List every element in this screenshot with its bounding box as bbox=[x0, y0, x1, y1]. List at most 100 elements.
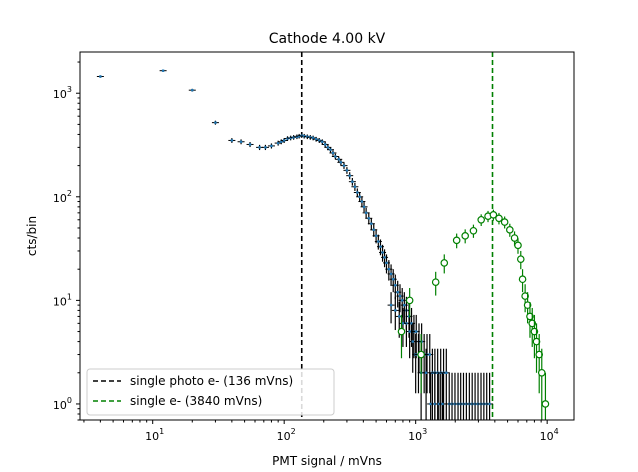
data-point-electron bbox=[405, 296, 414, 305]
data-point-electron bbox=[500, 218, 509, 226]
data-point-photo bbox=[353, 185, 357, 188]
series-electron bbox=[397, 209, 550, 420]
y-tick-label: 100 bbox=[53, 396, 72, 412]
data-point-photo bbox=[398, 315, 401, 318]
data-point-photo bbox=[337, 158, 340, 161]
legend: single photo e- (136 mVns) single e- (38… bbox=[86, 368, 335, 416]
data-point-electron bbox=[535, 350, 544, 359]
chart-title: Cathode 4.00 kV bbox=[269, 31, 386, 47]
data-point-photo bbox=[411, 340, 414, 343]
data-point-photo bbox=[230, 139, 234, 142]
data-point-photo bbox=[394, 309, 397, 312]
data-point-photo bbox=[161, 69, 165, 72]
data-point-photo bbox=[314, 137, 318, 141]
y-tick-label: 102 bbox=[53, 189, 72, 205]
data-point-photo bbox=[339, 161, 343, 164]
data-point-electron bbox=[541, 400, 550, 408]
data-point-photo bbox=[360, 200, 364, 203]
legend-box bbox=[86, 368, 335, 416]
data-point-photo bbox=[303, 134, 306, 138]
data-point-photo bbox=[270, 144, 273, 148]
data-point-photo bbox=[383, 256, 386, 259]
data-point-photo bbox=[329, 148, 332, 151]
legend-label-electron: single e- (3840 mVns) bbox=[130, 394, 262, 408]
tick-layer: 101 102 103 104 100 101 102 103 bbox=[53, 61, 559, 443]
data-point-photo bbox=[424, 371, 428, 374]
x-tick-label: 102 bbox=[277, 427, 296, 443]
data-point-photo bbox=[292, 136, 295, 139]
data-point-electron bbox=[537, 368, 546, 377]
data-point-photo bbox=[264, 146, 267, 149]
data-point-photo bbox=[286, 137, 289, 140]
data-point-photo bbox=[394, 284, 397, 287]
data-point-photo bbox=[321, 140, 324, 143]
data-point-photo bbox=[326, 146, 330, 149]
data-point-photo bbox=[441, 402, 444, 406]
data-point-photo bbox=[415, 330, 418, 333]
data-point-electron bbox=[469, 226, 478, 235]
data-point-electron bbox=[514, 241, 522, 250]
data-point-photo bbox=[356, 191, 359, 194]
data-point-photo bbox=[351, 180, 354, 183]
data-point-photo bbox=[311, 136, 315, 140]
data-point-electron bbox=[417, 350, 425, 359]
data-point-photo bbox=[429, 402, 432, 406]
data-point-photo bbox=[398, 294, 402, 298]
data-point-photo bbox=[377, 240, 380, 243]
data-point-photo bbox=[379, 245, 382, 248]
data-point-electron bbox=[523, 301, 532, 309]
data-point-photo bbox=[214, 121, 217, 124]
data-point-photo bbox=[276, 141, 280, 145]
data-point-photo bbox=[387, 267, 391, 271]
data-point-photo bbox=[248, 143, 252, 146]
data-point-electron bbox=[477, 215, 485, 224]
data-point-photo bbox=[289, 136, 292, 140]
data-point-electron bbox=[440, 259, 449, 267]
data-point-photo bbox=[282, 139, 286, 142]
data-point-photo bbox=[300, 134, 303, 137]
data-point-electron bbox=[397, 327, 406, 336]
x-tick-label: 104 bbox=[540, 427, 559, 443]
data-point-photo bbox=[392, 278, 395, 281]
x-axis-label: PMT signal / mVns bbox=[272, 454, 382, 468]
data-point-electron bbox=[510, 234, 519, 242]
data-point-photo bbox=[433, 402, 437, 406]
data-point-photo bbox=[370, 222, 373, 225]
data-point-electron bbox=[452, 236, 461, 245]
data-point-photo bbox=[372, 228, 375, 232]
data-point-photo bbox=[410, 322, 413, 325]
data-point-photo bbox=[345, 169, 349, 172]
data-point-photo bbox=[348, 174, 351, 177]
data-point-photo bbox=[367, 217, 370, 220]
data-point-photo bbox=[437, 402, 441, 406]
data-point-photo bbox=[323, 143, 327, 146]
data-point-photo bbox=[428, 353, 431, 356]
data-point-electron bbox=[506, 226, 514, 234]
data-point-photo bbox=[488, 402, 491, 406]
x-tick-label: 101 bbox=[145, 427, 164, 443]
data-point-photo bbox=[297, 134, 301, 138]
data-point-photo bbox=[389, 272, 393, 276]
data-layer bbox=[96, 52, 550, 420]
data-point-photo bbox=[191, 88, 194, 92]
data-point-photo bbox=[331, 151, 335, 155]
data-point-electron bbox=[495, 214, 503, 223]
data-point-photo bbox=[408, 330, 411, 333]
data-point-photo bbox=[334, 155, 337, 158]
data-point-photo bbox=[318, 139, 321, 142]
y-tick-label: 101 bbox=[53, 292, 72, 308]
data-point-photo bbox=[445, 371, 448, 374]
data-point-photo bbox=[358, 195, 361, 198]
data-point-electron bbox=[461, 232, 469, 240]
data-point-photo bbox=[374, 234, 378, 238]
x-tick-label: 103 bbox=[408, 427, 427, 443]
series-photo bbox=[96, 69, 494, 420]
data-point-electron bbox=[489, 211, 498, 219]
data-point-photo bbox=[401, 299, 404, 302]
data-point-photo bbox=[342, 164, 346, 167]
data-point-photo bbox=[258, 146, 261, 149]
data-point-electron bbox=[431, 278, 440, 286]
data-point-photo bbox=[239, 140, 243, 143]
data-point-photo bbox=[364, 211, 368, 215]
